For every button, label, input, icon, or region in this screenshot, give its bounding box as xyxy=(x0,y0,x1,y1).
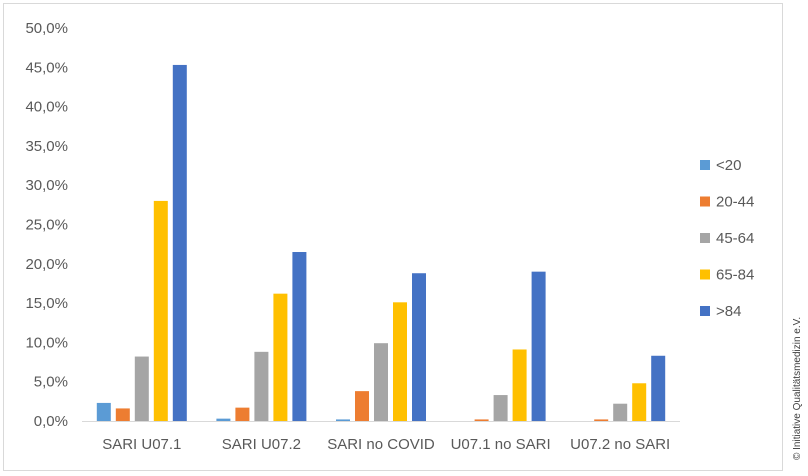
x-tick-label: SARI no COVID xyxy=(327,436,435,453)
y-tick-label: 20,0% xyxy=(25,256,68,273)
bar xyxy=(216,418,231,421)
bar-chart: 0,0% 5,0% 10,0% 15,0% 20,0% 25,0% 30,0% 35,0% 40… xyxy=(25,20,754,453)
x-tick-label: U07.2 no SARI xyxy=(570,436,670,453)
y-tick-label: 35,0% xyxy=(25,138,68,155)
bar xyxy=(493,395,508,421)
bar xyxy=(531,271,546,421)
y-tick-label: 45,0% xyxy=(25,59,68,76)
y-tick-label: 50,0% xyxy=(25,20,68,37)
legend-label: 45-64 xyxy=(716,230,754,247)
bar xyxy=(235,407,250,421)
bar xyxy=(512,349,527,421)
y-tick-label: 30,0% xyxy=(25,177,68,194)
bar xyxy=(115,408,130,421)
bar xyxy=(474,419,489,421)
copyright-note: © Initiative Qualitätsmedizin e.V. xyxy=(792,316,803,460)
legend-label: 65-84 xyxy=(716,267,754,284)
x-tick-label: SARI U07.2 xyxy=(222,436,301,453)
x-tick-label: U07.1 no SARI xyxy=(451,436,551,453)
legend-label: >84 xyxy=(716,303,741,320)
bar xyxy=(134,356,149,421)
legend-label: 20-44 xyxy=(716,194,754,211)
bar xyxy=(153,200,168,421)
legend-swatch xyxy=(700,233,710,243)
bar xyxy=(336,419,350,421)
y-tick-label: 5,0% xyxy=(34,374,68,391)
bar xyxy=(632,383,647,421)
bar xyxy=(172,64,187,421)
legend-label: <20 xyxy=(716,157,741,174)
bar xyxy=(374,343,388,421)
bar xyxy=(393,302,407,421)
y-tick-label: 40,0% xyxy=(25,99,68,116)
legend-swatch xyxy=(700,160,710,170)
bar xyxy=(273,293,288,421)
bar xyxy=(355,391,369,421)
y-tick-label: 25,0% xyxy=(25,217,68,234)
x-tick-label: SARI U07.1 xyxy=(102,436,181,453)
y-tick-label: 0,0% xyxy=(34,413,68,430)
bar xyxy=(96,402,111,421)
y-tick-label: 15,0% xyxy=(25,295,68,312)
bar xyxy=(254,351,269,421)
legend-swatch xyxy=(700,306,710,316)
bar xyxy=(292,252,307,421)
bar xyxy=(594,419,609,421)
legend-swatch xyxy=(700,196,710,207)
y-tick-label: 10,0% xyxy=(25,334,68,351)
bar xyxy=(613,403,628,421)
bar xyxy=(412,273,426,421)
legend-swatch xyxy=(700,269,710,280)
bar xyxy=(651,355,666,421)
